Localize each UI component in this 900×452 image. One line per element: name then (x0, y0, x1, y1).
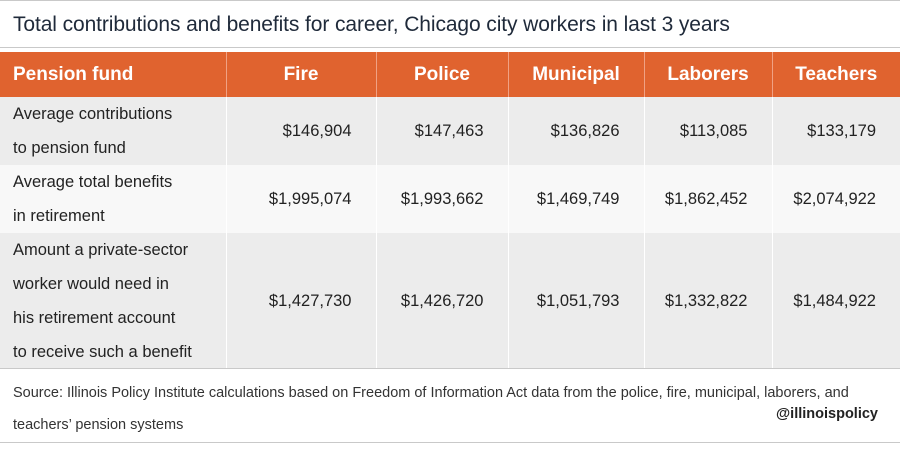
footer: Source: Illinois Policy Institute calcul… (0, 368, 900, 443)
table-cell-fire: $1,995,074 (225, 165, 376, 233)
title-bar: Total contributions and benefits for car… (0, 0, 900, 48)
table-row: Average total benefits in retirement $1,… (0, 165, 900, 233)
column-header-laborers: Laborers (643, 52, 772, 97)
table-cell-municipal: $1,051,793 (507, 233, 644, 369)
row-label-line: Average total benefits (13, 173, 173, 191)
table-row: Average contributions to pension fund $1… (0, 97, 900, 165)
table-cell-police: $1,993,662 (375, 165, 508, 233)
social-handle: @illinoispolicy (776, 406, 878, 422)
row-label-line: to pension fund (13, 139, 126, 157)
table-cell-fire: $146,904 (225, 97, 376, 165)
row-label-line: in retirement (13, 207, 105, 225)
table-cell-laborers: $1,862,452 (643, 165, 772, 233)
row-label: Average total benefits in retirement (0, 165, 226, 233)
table-header-row: Pension fund Fire Police Municipal Labor… (0, 52, 900, 97)
row-label: Average contributions to pension fund (0, 97, 226, 165)
row-label-line: his retirement account (13, 309, 176, 327)
table-cell-municipal: $1,469,749 (507, 165, 644, 233)
column-header-municipal: Municipal (507, 52, 644, 97)
table-cell-teachers: $133,179 (771, 97, 900, 165)
pension-table: Pension fund Fire Police Municipal Labor… (0, 52, 900, 369)
column-header-teachers: Teachers (771, 52, 900, 97)
table-row: Amount a private-sector worker would nee… (0, 233, 900, 369)
column-header-pension-fund: Pension fund (0, 52, 226, 97)
column-header-fire: Fire (225, 52, 376, 97)
row-label-line: Average contributions (13, 105, 173, 123)
table-cell-teachers: $1,484,922 (771, 233, 900, 369)
table-cell-teachers: $2,074,922 (771, 165, 900, 233)
table-cell-laborers: $113,085 (643, 97, 772, 165)
source-note: Source: Illinois Policy Institute calcul… (13, 385, 849, 433)
table-cell-fire: $1,427,730 (225, 233, 376, 369)
row-label-line: Amount a private-sector (13, 241, 189, 259)
table-cell-police: $1,426,720 (375, 233, 508, 369)
row-label: Amount a private-sector worker would nee… (0, 233, 226, 369)
chart-title: Total contributions and benefits for car… (13, 13, 730, 36)
column-header-police: Police (375, 52, 508, 97)
row-label-line: to receive such a benefit (13, 343, 192, 361)
row-label-line: worker would need in (13, 275, 169, 293)
table-cell-municipal: $136,826 (507, 97, 644, 165)
table-cell-laborers: $1,332,822 (643, 233, 772, 369)
table-cell-police: $147,463 (375, 97, 508, 165)
